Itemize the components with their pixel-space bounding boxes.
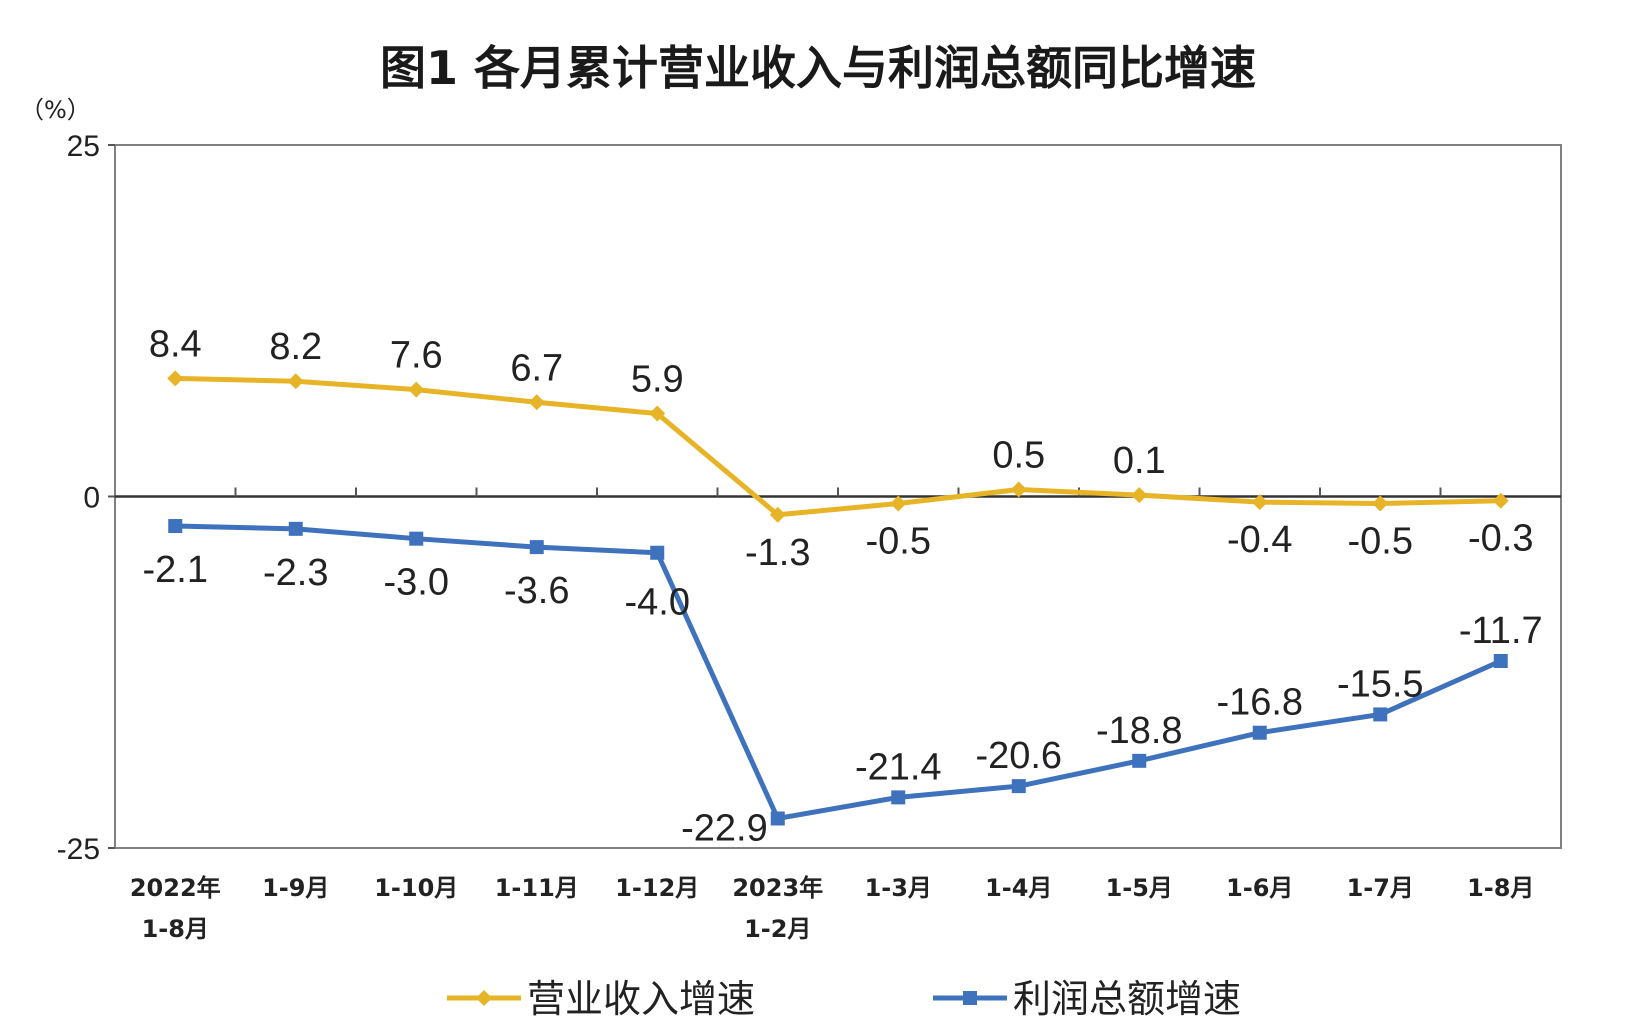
data-label-revenue: -0.5: [1348, 521, 1413, 563]
data-label-revenue: 8.2: [269, 326, 322, 368]
data-point-revenue: [167, 370, 184, 387]
data-point-profit: [409, 531, 424, 546]
data-point-profit: [1011, 779, 1026, 794]
data-point-profit: [1132, 753, 1147, 768]
data-label-revenue: 5.9: [631, 359, 684, 401]
data-label-profit: -2.3: [263, 552, 328, 594]
data-label-revenue: -0.4: [1227, 519, 1292, 561]
x-tick-label: 1-6月: [1226, 874, 1293, 902]
y-tick-label: 0: [83, 482, 100, 515]
data-point-profit: [529, 540, 544, 555]
legend-label-1: 利润总额增速: [1013, 977, 1241, 1021]
data-label-revenue: 6.7: [510, 347, 563, 389]
data-point-profit: [891, 790, 906, 805]
data-label-profit: -4.0: [625, 582, 690, 624]
data-label-profit: -11.7: [1459, 610, 1543, 652]
x-tick-label: 1-12月: [615, 874, 699, 902]
data-point-profit: [288, 521, 303, 536]
data-point-revenue: [1010, 481, 1027, 498]
data-label-revenue: 8.4: [149, 323, 202, 365]
data-label-profit: -15.5: [1337, 663, 1424, 705]
data-point-revenue: [1492, 492, 1509, 509]
data-label-profit: -3.0: [384, 562, 449, 604]
data-point-profit: [770, 811, 785, 826]
x-tick-label: 1-9月: [262, 874, 329, 902]
data-label-profit: -21.4: [855, 746, 942, 788]
legend-marker-profit: [963, 991, 977, 1005]
data-label-revenue: 0.5: [992, 434, 1045, 476]
x-tick-label: 1-2月: [744, 915, 811, 943]
data-point-revenue: [769, 506, 786, 523]
data-label-revenue: -0.3: [1468, 518, 1533, 560]
data-label-revenue: -0.5: [866, 521, 931, 563]
x-tick-label: 1-7月: [1347, 874, 1414, 902]
data-label-profit: -18.8: [1096, 710, 1183, 752]
data-label-revenue: 0.1: [1113, 440, 1166, 482]
data-label-revenue: -1.3: [745, 532, 810, 574]
x-tick-label: 1-4月: [985, 874, 1052, 902]
data-point-revenue: [1372, 495, 1389, 512]
x-tick-label: 1-10月: [374, 874, 458, 902]
data-label-profit: -16.8: [1216, 682, 1303, 724]
data-point-revenue: [287, 373, 304, 390]
x-tick-label: 1-11月: [495, 874, 579, 902]
y-tick-label: 25: [67, 130, 100, 163]
data-point-profit: [168, 519, 183, 534]
data-point-revenue: [1131, 487, 1148, 504]
x-tick-label: 1-3月: [865, 874, 932, 902]
y-axis-unit: （%）: [20, 96, 91, 124]
data-point-revenue: [1251, 494, 1268, 511]
data-point-revenue: [408, 381, 425, 398]
data-point-profit: [650, 545, 665, 560]
data-point-revenue: [649, 405, 666, 422]
data-label-revenue: 7.6: [390, 335, 443, 377]
x-tick-label: 2023年: [732, 874, 823, 902]
x-tick-label: 1-5月: [1106, 874, 1173, 902]
data-point-profit: [1252, 725, 1267, 740]
legend-label-0: 营业收入增速: [527, 977, 755, 1021]
chart-title: 图1 各月累计营业收入与利润总额同比增速: [380, 41, 1256, 95]
data-point-profit: [1373, 707, 1388, 722]
x-tick-label: 1-8月: [1467, 874, 1534, 902]
series-line-0: [172, 375, 1504, 518]
data-label-profit: -20.6: [975, 735, 1062, 777]
data-point-revenue: [528, 394, 545, 411]
data-point-profit: [1493, 654, 1508, 669]
data-label-profit: -2.1: [143, 549, 208, 591]
series-line-1: [172, 523, 1504, 821]
data-label-profit: -22.9: [681, 807, 768, 849]
y-tick-label: -25: [57, 833, 100, 866]
x-tick-label: 1-8月: [142, 915, 209, 943]
data-point-revenue: [890, 495, 907, 512]
data-label-profit: -3.6: [504, 570, 569, 612]
x-tick-label: 2022年: [130, 874, 221, 902]
legend-marker-revenue: [476, 990, 492, 1006]
